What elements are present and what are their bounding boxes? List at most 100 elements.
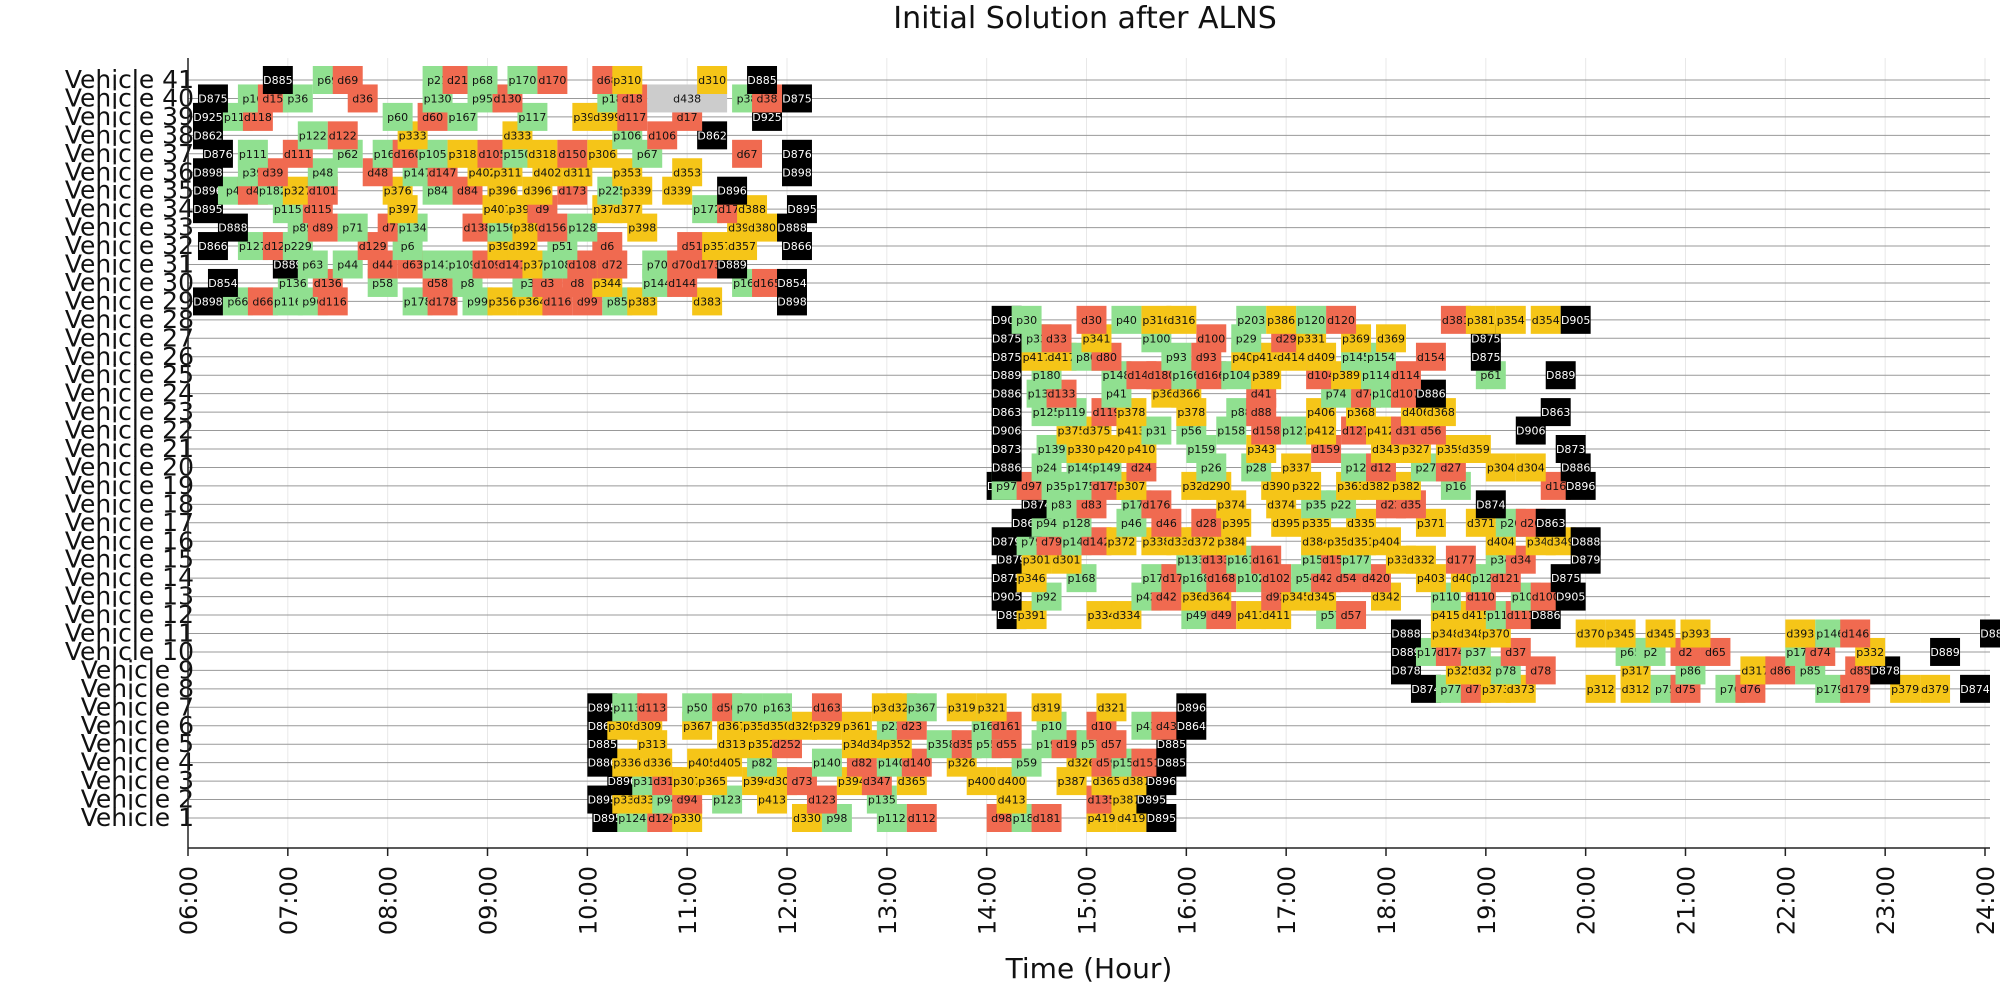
task-label: p119 [1058, 406, 1086, 419]
task-label: p170 [508, 74, 536, 87]
x-tick-label: 17:00 [1273, 866, 1301, 935]
task-label: p85 [607, 295, 628, 308]
task-label: d301 [1053, 554, 1081, 567]
task-label: D906 [1516, 425, 1545, 438]
task-label: d29 [1276, 332, 1297, 345]
vehicle-label: Vehicle 23 [65, 397, 194, 426]
task-label: p325 [1447, 664, 1475, 677]
task-label: d304 [1517, 461, 1545, 474]
task-label: p24 [1036, 461, 1057, 474]
task-label: p172 [693, 203, 721, 216]
task-label: p307 [1117, 480, 1145, 493]
x-axis-label: Time (Hour) [1005, 952, 1173, 985]
task-label: D889 [1546, 369, 1575, 382]
task-label: D886 [992, 388, 1021, 401]
task-label: D879 [997, 554, 1026, 567]
vehicle-label: Vehicle 29 [65, 286, 194, 315]
task-label: d373 [1507, 683, 1535, 696]
task-label: p30 [1016, 314, 1037, 327]
task-label: p229 [284, 240, 312, 253]
task-label: p331 [1297, 332, 1325, 345]
task-block-service [1166, 305, 1197, 334]
task-label: p358 [928, 738, 956, 751]
task-label: d146 [1841, 628, 1869, 641]
task-label: D864 [1177, 720, 1206, 733]
task-label: d133 [1048, 388, 1076, 401]
task-block-pickup [811, 748, 842, 777]
task-block-dropoff [1251, 545, 1282, 574]
task-label: d89 [312, 222, 333, 235]
vehicle-label: Vehicle 31 [65, 250, 194, 279]
task-label: p71 [342, 222, 363, 235]
task-label: p417 [1023, 351, 1051, 364]
task-label: d369 [1377, 332, 1405, 345]
task-label: d8 [570, 277, 584, 290]
task-label: p70 [737, 701, 758, 714]
task-label: p120 [1297, 314, 1325, 327]
task-label: D889 [1930, 646, 1959, 659]
task-block-dropoff [1840, 619, 1871, 648]
task-label: p179 [1816, 683, 1844, 696]
task-block-pickup [237, 139, 268, 168]
task-label: d36 [352, 92, 373, 105]
task-label: d2 [1679, 646, 1693, 659]
task-label: p380 [513, 222, 541, 235]
task-block-pickup [1296, 305, 1327, 334]
task-label: p364 [518, 295, 546, 308]
task-label: d54 [1336, 572, 1357, 585]
task-label: d336 [643, 757, 671, 770]
task-label: p112 [878, 812, 906, 825]
task-block-service [1236, 601, 1267, 630]
task-label: p135 [868, 794, 896, 807]
x-tick-label: 06:00 [175, 866, 203, 935]
vehicle-label: Vehicle 24 [65, 379, 194, 408]
task-label: p420 [1097, 443, 1125, 456]
task-label: p353 [613, 166, 641, 179]
task-label: p44 [337, 259, 358, 272]
task-label: d23 [901, 720, 922, 733]
task-label: p383 [628, 295, 656, 308]
task-label: d35 [1400, 498, 1421, 511]
task-label: D896 [1177, 701, 1206, 714]
task-label: d176 [1142, 498, 1170, 511]
task-label: d117 [618, 111, 646, 124]
task-label: d375 [1082, 425, 1110, 438]
task-label: p311 [493, 166, 521, 179]
task-block-pickup [1011, 305, 1042, 334]
task-label: p105 [419, 148, 447, 161]
task-label: p141 [424, 259, 452, 272]
x-axis-ticks: 06:00 07:00 08:00 09:00 10:00 11:00 12:00 13:00… [175, 848, 2000, 935]
task-label: p332 [1856, 646, 1884, 659]
task-label: d3 [540, 277, 554, 290]
task-label: p343 [1247, 443, 1275, 456]
task-label: p167 [449, 111, 477, 124]
task-block-depot [1545, 361, 1576, 390]
task-block-service [1371, 527, 1401, 556]
task-label: D888 [777, 222, 806, 235]
task-label: D888 [1391, 628, 1420, 641]
task-label: d19 [1056, 738, 1077, 751]
task-label: d175 [1092, 480, 1120, 493]
task-label: p363 [1337, 480, 1365, 493]
task-label: p352 [883, 738, 911, 751]
task-block-service [612, 66, 643, 94]
vehicle-label: Vehicle 32 [65, 231, 194, 260]
task-block-service [672, 158, 703, 187]
task-label: d365 [898, 775, 926, 788]
vehicle-label: Vehicle 25 [65, 360, 194, 389]
task-label: d371 [1467, 517, 1495, 530]
task-label: d113 [638, 701, 666, 714]
task-label: p68 [472, 74, 493, 87]
task-block-depot [747, 66, 778, 94]
task-label: d170 [538, 74, 566, 87]
task-label: d86 [1770, 664, 1791, 677]
vehicle-label: Vehicle 21 [65, 434, 194, 463]
task-block-depot [777, 268, 807, 297]
task-block-service [1485, 453, 1516, 482]
task-label: d43 [1156, 720, 1177, 733]
x-tick-label: 21:00 [1673, 866, 1701, 935]
task-label: p35 [1046, 480, 1067, 493]
task-label: p339 [623, 185, 651, 198]
task-label: D874 [1476, 498, 1505, 511]
